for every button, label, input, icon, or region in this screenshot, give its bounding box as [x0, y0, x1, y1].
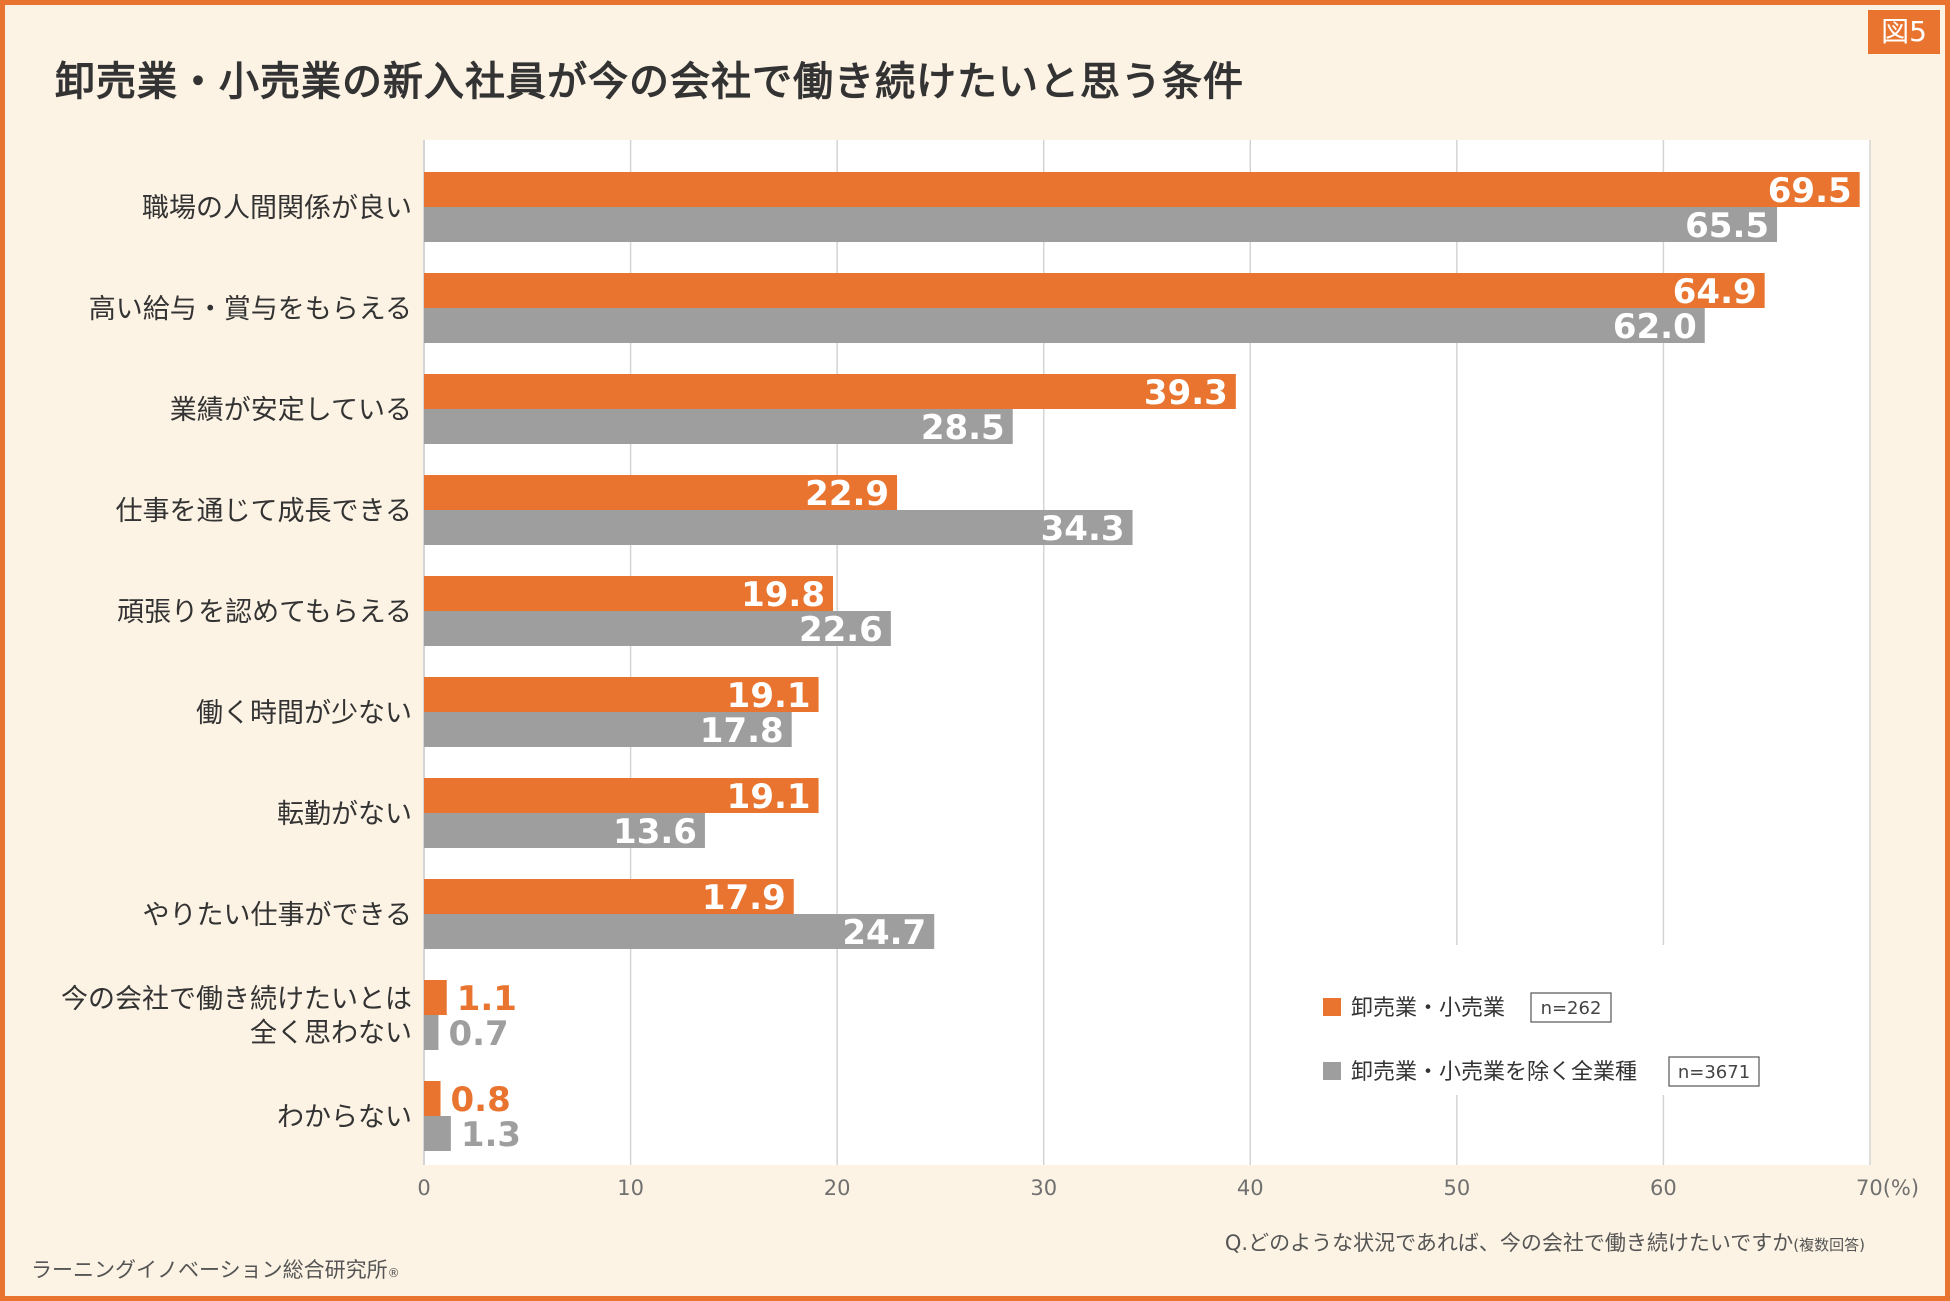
- bar-retail: [424, 677, 819, 712]
- bar-value-label: 19.8: [741, 575, 825, 615]
- bar-value-label: 24.7: [842, 913, 926, 953]
- legend-sample-size: n=3671: [1678, 1062, 1750, 1083]
- question-note: (複数回答): [1793, 1236, 1865, 1254]
- legend-sample-size-box: [1668, 1056, 1760, 1087]
- credit-text: ラーニングイノベーション総合研究所: [31, 1258, 388, 1282]
- x-tick-label: 40: [1237, 1176, 1264, 1200]
- legend-sample-size: n=262: [1541, 998, 1602, 1019]
- category-label: 全く思わない: [250, 1018, 412, 1049]
- x-tick-label: 30: [1030, 1176, 1057, 1200]
- bar-value-label: 19.1: [727, 676, 811, 716]
- category-label: 転勤がない: [277, 799, 412, 830]
- x-tick-label: 60: [1650, 1176, 1677, 1200]
- x-tick-label: 10: [617, 1176, 644, 1200]
- bar-other-industries: [424, 1116, 451, 1151]
- legend-background: [1291, 945, 1705, 1095]
- bar-other-industries: [424, 813, 705, 848]
- bar-value-label: 28.5: [921, 408, 1005, 448]
- x-tick-label: 0: [417, 1176, 430, 1200]
- bar-retail: [424, 374, 1236, 409]
- bar-retail: [424, 1081, 441, 1116]
- category-label: 頑張りを認めてもらえる: [117, 597, 412, 628]
- bar-other-industries: [424, 207, 1778, 242]
- bar-value-label: 62.0: [1613, 307, 1697, 347]
- bars: 69.565.5 64.962.0 39.3 28.5 22.9 34.3 19.822.6…: [424, 171, 1860, 1155]
- category-label: 働く時間が少ない: [196, 698, 412, 729]
- bar-value-label: 19.1: [727, 777, 811, 817]
- legend-swatch: [1323, 998, 1341, 1016]
- x-tick-label: 50: [1443, 1176, 1470, 1200]
- category-labels: 職場の人間関係が良い高い給与・賞与をもらえる業績が安定している仕事を通じて成長で…: [61, 193, 412, 1133]
- chart-area: 69.565.5 64.962.0 39.3 28.5 22.9 34.3 19.822.6…: [61, 140, 1919, 1200]
- bar-other-industries: [424, 308, 1705, 343]
- bar-value-label: 0.7: [448, 1014, 508, 1054]
- bar-value-label: 1.3: [461, 1115, 521, 1155]
- legend-sample-size-box: [1530, 992, 1612, 1023]
- bar-value-label: 1.1: [457, 979, 517, 1019]
- category-label: 職場の人間関係が良い: [142, 193, 412, 224]
- bar-value-label: 17.8: [700, 711, 784, 751]
- bar-value-label: 13.6: [613, 812, 697, 852]
- bar-value-label: 22.9: [805, 474, 889, 514]
- bar-retail: [424, 475, 898, 510]
- bar-other-industries: [424, 914, 935, 949]
- category-label: 高い給与・賞与をもらえる: [89, 294, 412, 325]
- category-label: やりたい仕事ができる: [143, 900, 412, 931]
- bar-retail: [424, 778, 819, 813]
- legend-label: 卸売業・小売業を除く全業種: [1351, 1060, 1637, 1085]
- bar-value-label: 17.9: [702, 878, 786, 918]
- chart-title: 卸売業・小売業の新入社員が今の会社で働き続けたいと思う条件: [55, 59, 1244, 105]
- category-label: わからない: [277, 1102, 412, 1133]
- category-label: 仕事を通じて成長できる: [116, 496, 412, 527]
- survey-question: Q.どのような状況であれば、今の会社で働き続けたいですか(複数回答): [1225, 1227, 1865, 1257]
- bar-value-label: 22.6: [799, 610, 883, 650]
- category-label: 業績が安定している: [170, 395, 412, 426]
- bar-value-label: 69.5: [1768, 171, 1852, 211]
- x-tick-label: 20: [824, 1176, 851, 1200]
- bar-other-industries: [424, 611, 891, 646]
- bar-other-industries: [424, 712, 792, 747]
- bar-retail: [424, 273, 1765, 308]
- legend-label: 卸売業・小売業: [1351, 996, 1505, 1021]
- bar-value-label: 39.3: [1144, 373, 1228, 413]
- question-text: Q.どのような状況であれば、今の会社で働き続けたいですか: [1224, 1231, 1794, 1255]
- source-credit: ラーニングイノベーション総合研究所®: [31, 1254, 400, 1284]
- bar-value-label: 64.9: [1673, 272, 1757, 312]
- bar-value-label: 34.3: [1041, 509, 1125, 549]
- category-label: 今の会社で働き続けたいとは: [61, 984, 412, 1015]
- bar-value-label: 65.5: [1685, 206, 1769, 246]
- bar-value-label: 0.8: [451, 1080, 511, 1120]
- x-axis-ticks: 0 10 20 30 40 50 60 70(%): [417, 1176, 1919, 1200]
- bar-retail: [424, 980, 447, 1015]
- registered-mark: ®: [387, 1266, 400, 1280]
- bar-retail: [424, 576, 834, 611]
- bar-other-industries: [424, 510, 1133, 545]
- figure-number-badge: 図5: [1868, 10, 1940, 54]
- x-tick-label: 70(%): [1856, 1176, 1919, 1200]
- bar-retail: [424, 172, 1860, 207]
- bar-other-industries: [424, 1015, 439, 1050]
- legend: 卸売業・小売業 n=262 卸売業・小売業を除く全業種 n=3671: [1291, 945, 1760, 1095]
- legend-swatch: [1323, 1062, 1341, 1080]
- bar-retail: [424, 879, 794, 914]
- bar-other-industries: [424, 409, 1013, 444]
